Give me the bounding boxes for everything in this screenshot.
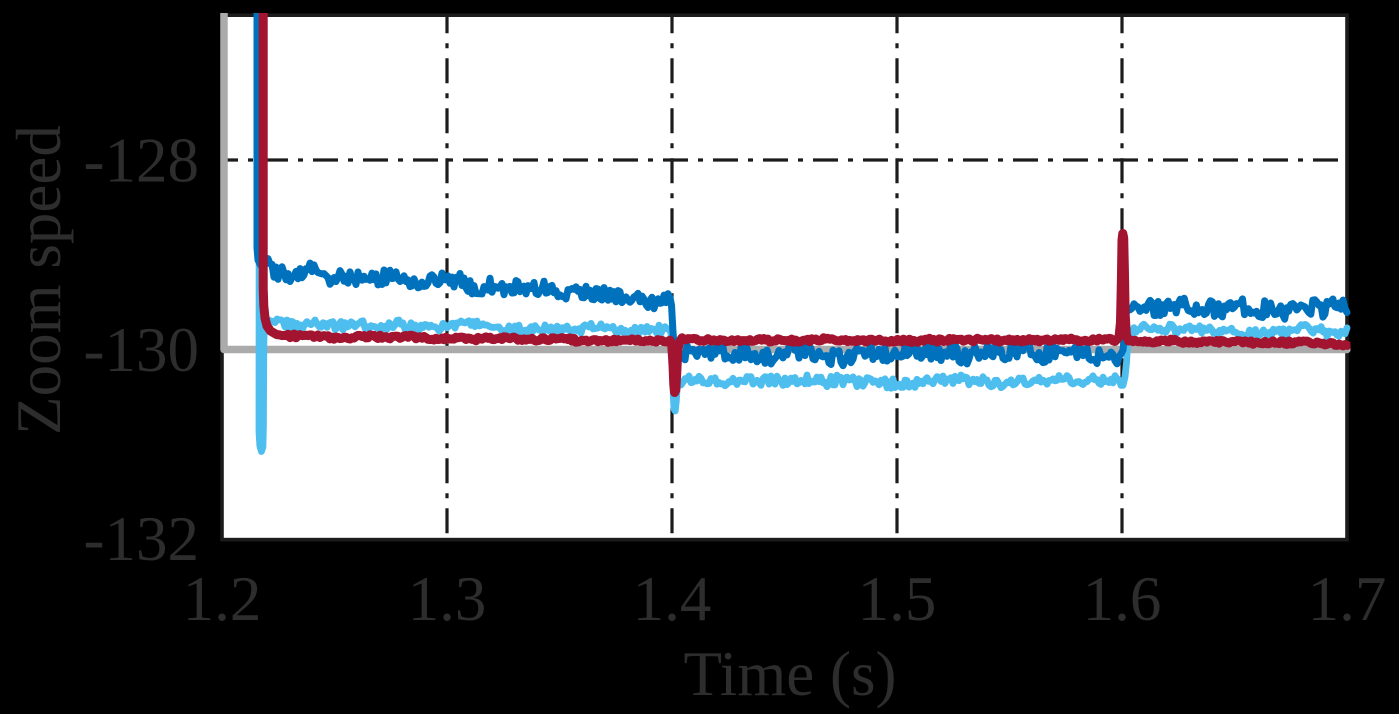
svg-text:-128: -128 [84, 126, 199, 196]
svg-text:1.3: 1.3 [408, 564, 487, 634]
svg-text:1.5: 1.5 [858, 564, 937, 634]
svg-text:1.2: 1.2 [183, 564, 262, 634]
svg-text:1.6: 1.6 [1083, 564, 1162, 634]
svg-text:Zoom speed: Zoom speed [4, 125, 74, 435]
svg-text:Time (s): Time (s) [684, 639, 897, 709]
svg-text:1.7: 1.7 [1308, 564, 1387, 634]
svg-text:1.4: 1.4 [633, 564, 712, 634]
svg-text:-132: -132 [84, 504, 199, 574]
svg-text:-130: -130 [84, 315, 199, 385]
